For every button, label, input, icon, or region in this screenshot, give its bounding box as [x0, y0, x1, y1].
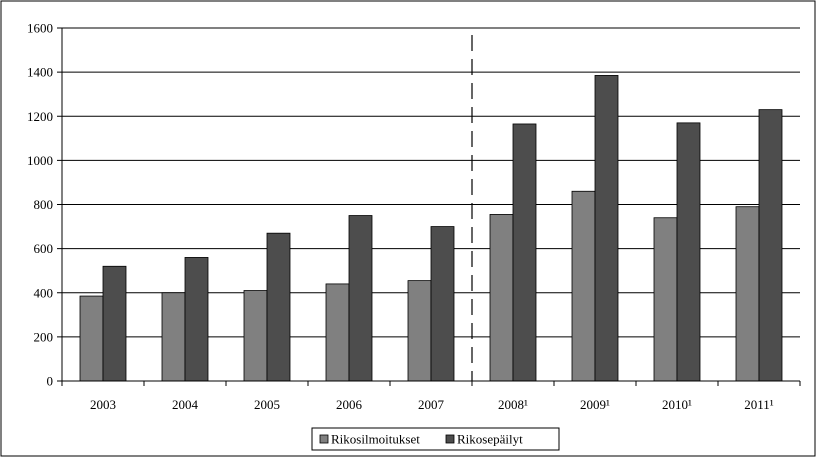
bar-rikosepailyt: [430, 226, 455, 382]
y-tick-label: 600: [34, 241, 54, 256]
x-tick-label: 2006: [336, 397, 363, 412]
x-axis-ticks: 2003 2004 2005 2006 2007 2008¹ 2009¹ 2010¹ 2011¹: [61, 381, 801, 412]
bar-rikosilmoitukset: [243, 290, 268, 382]
bar-rikosilmoitukset: [653, 217, 678, 382]
x-tick-label: 2008¹: [498, 397, 528, 412]
y-tick-label: 1400: [27, 65, 53, 80]
bar-rikosilmoitukset: [489, 214, 514, 382]
legend-swatch: [445, 434, 455, 444]
bar-rikosilmoitukset: [571, 190, 596, 382]
x-tick-label: 2005: [254, 397, 280, 412]
y-tick-label: 1600: [27, 21, 53, 36]
bar-rikosilmoitukset: [79, 295, 104, 382]
bar-rikosilmoitukset: [735, 206, 760, 382]
bar-rikosepailyt: [266, 232, 291, 382]
x-tick-label: 2009¹: [580, 397, 610, 412]
x-tick-label: 2003: [90, 397, 116, 412]
bar-rikosepailyt: [184, 257, 209, 382]
bar-rikosepailyt: [348, 215, 373, 382]
legend-label: Rikosilmoitukset: [331, 432, 420, 447]
y-tick-label: 1200: [27, 109, 53, 124]
legend-label: Rikosepäilyt: [457, 432, 523, 447]
bar-rikosepailyt: [102, 265, 127, 382]
x-tick-label: 2010¹: [662, 397, 692, 412]
bar-rikosepailyt: [676, 122, 701, 382]
y-tick-label: 800: [34, 197, 54, 212]
bar-rikosepailyt: [758, 109, 783, 382]
bars: [79, 75, 783, 382]
x-tick-label: 2011¹: [744, 397, 774, 412]
legend-box: [311, 427, 560, 451]
y-tick-label: 1000: [27, 153, 53, 168]
bar-rikosepailyt: [594, 75, 619, 382]
y-tick-label: 0: [47, 374, 54, 389]
x-tick-label: 2007: [418, 397, 445, 412]
bar-rikosilmoitukset: [407, 280, 432, 382]
y-tick-label: 400: [34, 285, 54, 300]
legend-swatch: [319, 434, 329, 444]
bar-rikosilmoitukset: [161, 292, 186, 382]
legend: Rikosilmoitukset Rikosepäilyt: [311, 427, 560, 451]
bar-rikosilmoitukset: [325, 283, 350, 382]
y-axis-ticks: 0 200 400 600 800 1000 1200 1400 1600: [27, 21, 62, 389]
y-tick-label: 200: [34, 329, 54, 344]
x-tick-label: 2004: [172, 397, 199, 412]
bar-rikosepailyt: [512, 123, 537, 382]
